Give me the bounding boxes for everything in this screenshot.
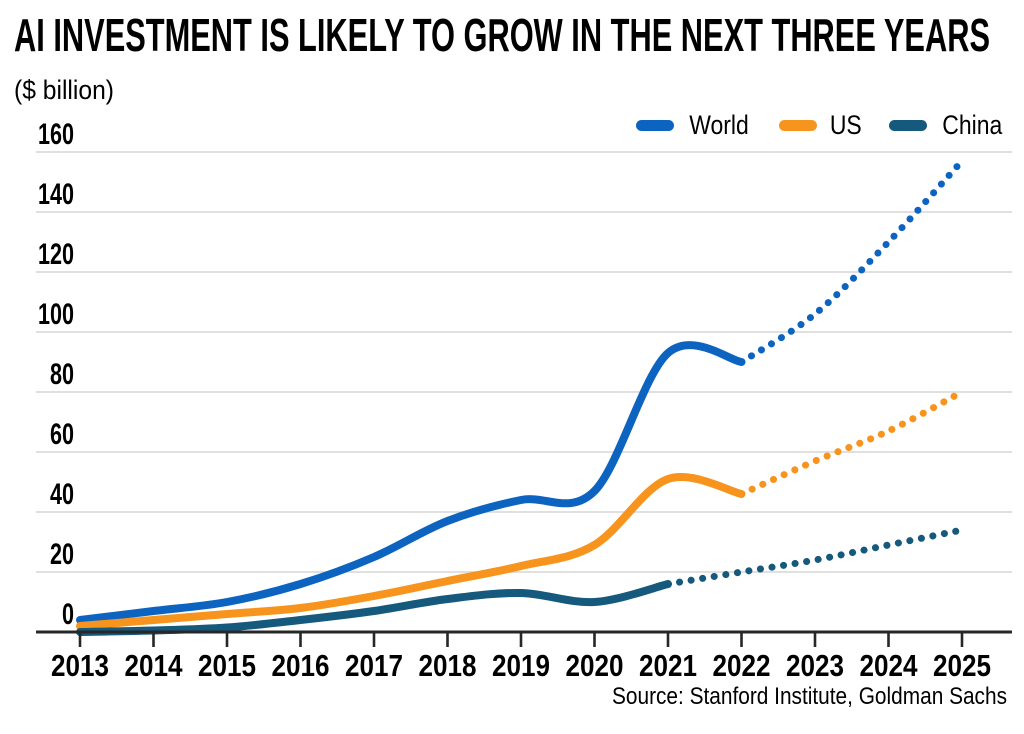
plot-area: 0 20 40 60 80 100 120 140 160 2013 2014 2015 2016 201… xyxy=(36,118,1012,683)
series-line-world xyxy=(76,341,746,624)
series-line-china-projection xyxy=(664,526,966,588)
y-axis-label: 140 xyxy=(38,178,74,211)
series-line-world-projection xyxy=(738,157,966,366)
y-axis-label: 20 xyxy=(50,538,74,571)
y-axis-label: 160 xyxy=(38,118,74,151)
x-axis-label: 2019 xyxy=(492,648,550,683)
x-axis-label: 2025 xyxy=(933,648,991,683)
legend-item-us: US xyxy=(778,110,865,140)
x-axis-label: 2014 xyxy=(125,648,184,683)
legend-item-china: China xyxy=(889,112,1008,139)
x-axis-label: 2024 xyxy=(860,648,919,683)
series-line-us-projection xyxy=(738,388,966,498)
chart-subtitle: ($ billion) xyxy=(14,75,114,105)
y-axis-label: 60 xyxy=(50,418,74,451)
series-line-us xyxy=(76,473,746,630)
series-line-china xyxy=(76,580,672,636)
legend-item-world: World xyxy=(635,110,754,140)
legend-label-world: World xyxy=(689,110,749,140)
x-axis-label: 2013 xyxy=(51,648,109,683)
y-axis-label: 40 xyxy=(50,478,74,511)
chart-title: AI INVESTMENT IS LIKELY TO GROW IN THE N… xyxy=(14,9,990,61)
legend-label-china: China xyxy=(942,110,1003,140)
x-axis-label: 2021 xyxy=(639,648,697,683)
us-line-swatch xyxy=(778,120,817,131)
y-axis-label: 120 xyxy=(38,238,74,271)
x-axis-label: 2022 xyxy=(713,648,771,683)
legend: World US China xyxy=(635,110,1008,140)
x-axis-label: 2020 xyxy=(566,648,624,683)
x-axis-label: 2018 xyxy=(419,648,477,683)
china-line-swatch xyxy=(889,120,928,131)
legend-label-us: US xyxy=(829,110,862,140)
x-axis-label: 2023 xyxy=(786,648,844,683)
source-text: Source: Stanford Institute, Goldman Sach… xyxy=(612,683,1007,710)
y-axis-label: 80 xyxy=(50,358,74,391)
y-axis-label: 0 xyxy=(62,598,74,631)
y-axis-label: 100 xyxy=(38,298,74,331)
x-axis-label: 2017 xyxy=(345,648,403,683)
x-axis-label: 2016 xyxy=(272,648,330,683)
world-line-swatch xyxy=(635,120,674,131)
x-axis-label: 2015 xyxy=(198,648,256,683)
